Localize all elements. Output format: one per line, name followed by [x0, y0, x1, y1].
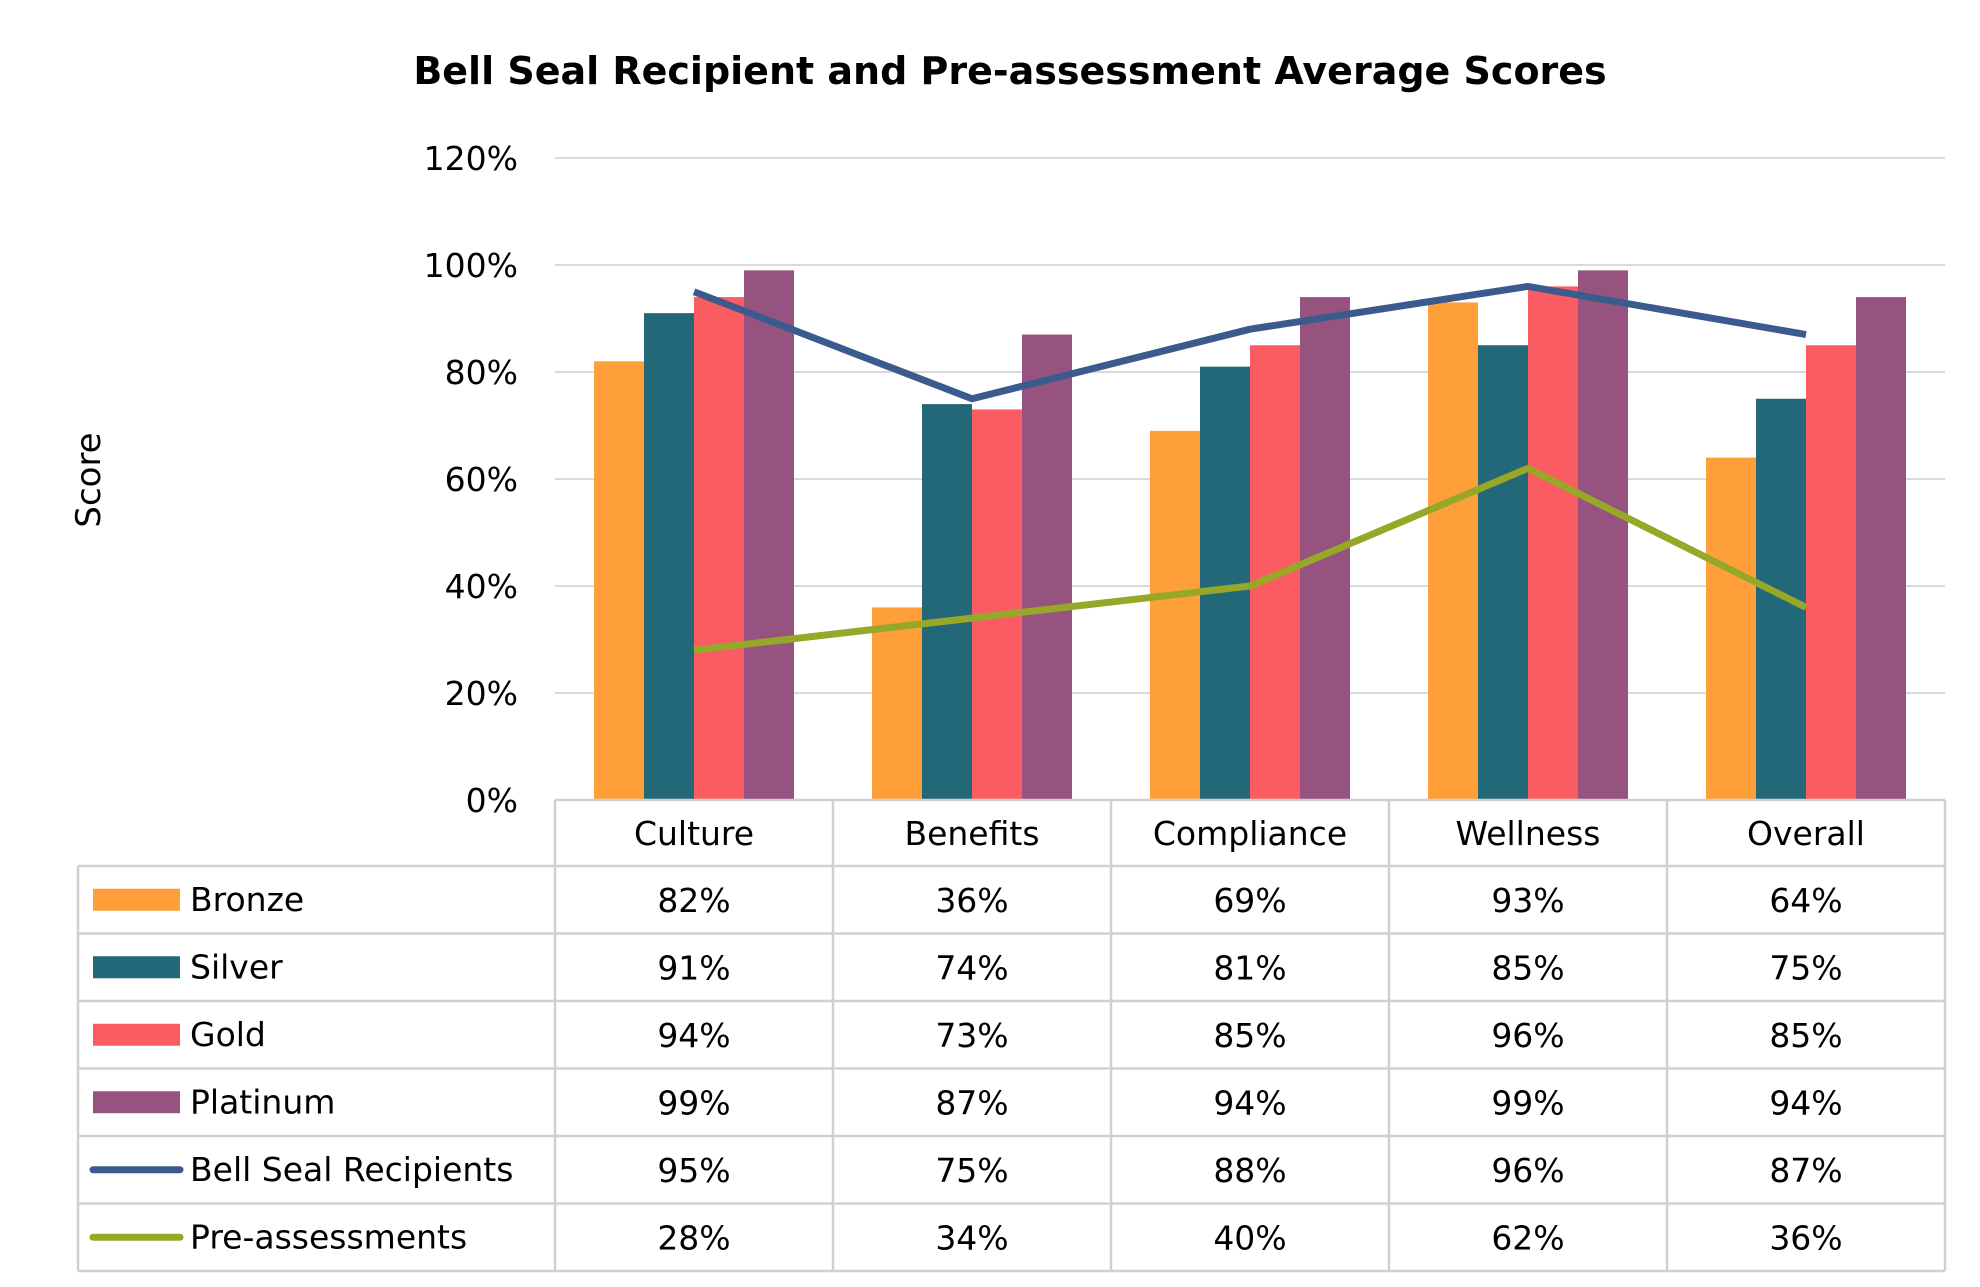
data-label: 81% [1213, 948, 1286, 987]
bar-silver-culture [644, 313, 694, 800]
legend-label-silver: Silver [190, 947, 283, 986]
data-label: 64% [1769, 881, 1842, 920]
legend-swatch-platinum [93, 1091, 180, 1114]
data-label: 62% [1491, 1218, 1564, 1257]
y-axis-ticks: 0% 20% 40% 60% 80% 100% 120% [424, 139, 518, 820]
line-pre-assessments [693, 464, 1808, 654]
bar-gold-benefits [972, 409, 1022, 800]
data-label: 99% [657, 1083, 730, 1122]
bar-bronze-overall [1706, 457, 1756, 800]
bar-bronze-benefits [872, 607, 922, 800]
bars [594, 270, 1906, 801]
data-label: 75% [935, 1151, 1008, 1190]
bar-platinum-culture [744, 270, 794, 801]
data-label: 94% [1769, 1083, 1842, 1122]
bar-gold-wellness [1528, 286, 1578, 800]
bar-platinum-benefits [1022, 334, 1072, 800]
data-table: Culture Benefits Compliance Wellness Overall… [76, 798, 1947, 1273]
data-label: 96% [1491, 1016, 1564, 1055]
bar-gold-culture [694, 297, 744, 800]
lines [692, 282, 1808, 654]
legend-label-gold: Gold [190, 1015, 266, 1054]
data-label: 40% [1213, 1218, 1286, 1257]
data-label: 94% [657, 1016, 730, 1055]
data-label: 34% [935, 1218, 1008, 1257]
legend-label-pre-assessments: Pre-assessments [190, 1217, 467, 1256]
y-tick-label: 80% [445, 353, 518, 392]
bar-silver-compliance [1200, 366, 1250, 800]
x-tick-label: Wellness [1456, 814, 1601, 853]
bar-gold-overall [1806, 345, 1856, 800]
chart-title: Bell Seal Recipient and Pre-assessment A… [413, 49, 1606, 93]
data-label: 28% [657, 1218, 730, 1257]
data-label: 69% [1213, 881, 1286, 920]
bar-silver-benefits [922, 404, 972, 800]
data-label: 91% [657, 948, 730, 987]
data-label: 85% [1213, 1016, 1286, 1055]
x-tick-label: Compliance [1153, 814, 1347, 853]
y-tick-label: 60% [445, 460, 518, 499]
data-label: 85% [1769, 1016, 1842, 1055]
y-tick-label: 120% [424, 139, 518, 178]
data-label: 73% [935, 1016, 1008, 1055]
data-label: 99% [1491, 1083, 1564, 1122]
data-label: 87% [1769, 1151, 1842, 1190]
y-axis-label: Score [69, 432, 109, 527]
data-label: 36% [935, 881, 1008, 920]
bar-platinum-wellness [1578, 270, 1628, 801]
legend-swatch-gold [93, 1023, 180, 1046]
y-tick-label: 0% [466, 781, 518, 820]
line-bell-seal-recipients [692, 282, 1807, 403]
x-tick-label: Overall [1747, 814, 1865, 853]
legend-label-platinum: Platinum [190, 1082, 335, 1121]
data-label: 96% [1491, 1151, 1564, 1190]
x-tick-label: Culture [634, 814, 754, 853]
data-label: 88% [1213, 1151, 1286, 1190]
data-label: 95% [657, 1151, 730, 1190]
data-label: 36% [1769, 1218, 1842, 1257]
bar-bronze-compliance [1150, 430, 1200, 800]
y-tick-label: 20% [445, 674, 518, 713]
legend-swatch-bronze [93, 888, 180, 911]
bar-silver-wellness [1478, 345, 1528, 800]
y-tick-label: 40% [445, 567, 518, 606]
legend-label-bell-seal-recipients: Bell Seal Recipients [190, 1150, 513, 1189]
data-label: 85% [1491, 948, 1564, 987]
data-label: 82% [657, 881, 730, 920]
legend-swatch-silver [93, 956, 180, 979]
y-tick-label: 100% [424, 246, 518, 285]
data-label: 75% [1769, 948, 1842, 987]
bar-bronze-wellness [1428, 302, 1478, 800]
bar-bronze-culture [594, 361, 644, 800]
data-label: 87% [935, 1083, 1008, 1122]
bar-platinum-overall [1856, 297, 1906, 800]
x-tick-label: Benefits [904, 814, 1039, 853]
data-label: 94% [1213, 1083, 1286, 1122]
data-label: 93% [1491, 881, 1564, 920]
legend-label-bronze: Bronze [190, 880, 304, 919]
data-label: 74% [935, 948, 1008, 987]
bar-silver-overall [1756, 398, 1806, 800]
